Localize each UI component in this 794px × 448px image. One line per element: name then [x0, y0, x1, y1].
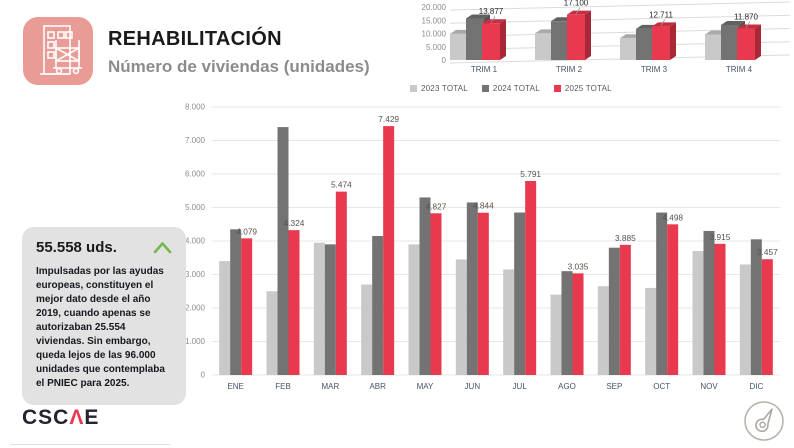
svg-text:SEP: SEP — [606, 382, 622, 391]
summary-body: Impulsadas por las ayudas europeas, cons… — [36, 266, 165, 389]
svg-text:12.711: 12.711 — [649, 10, 673, 19]
page-title: REHABILITACIÓN — [108, 28, 282, 50]
svg-text:ABR: ABR — [369, 382, 386, 391]
svg-text:ENE: ENE — [227, 382, 243, 391]
svg-text:3.915: 3.915 — [710, 232, 731, 242]
legend-label: 2024 TOTAL — [492, 84, 540, 93]
svg-text:4.498: 4.498 — [662, 212, 683, 222]
svg-text:JUL: JUL — [513, 382, 528, 391]
legend-label: 2023 TOTAL — [421, 84, 468, 93]
svg-text:4.844: 4.844 — [473, 201, 494, 211]
legend-item: 2024 TOTAL — [481, 84, 540, 93]
svg-text:7.429: 7.429 — [378, 114, 399, 124]
svg-text:15.000: 15.000 — [422, 16, 447, 25]
svg-text:4.324: 4.324 — [284, 218, 305, 228]
svg-text:20.000: 20.000 — [422, 3, 447, 12]
svg-text:0: 0 — [442, 56, 447, 65]
svg-text:MAR: MAR — [321, 382, 339, 391]
compass-icon — [744, 401, 784, 441]
svg-text:3.035: 3.035 — [568, 261, 589, 271]
svg-text:4.000: 4.000 — [185, 237, 206, 246]
legend-item: 2023 TOTAL — [410, 84, 468, 93]
svg-text:3.885: 3.885 — [615, 233, 636, 243]
svg-text:5.474: 5.474 — [331, 180, 352, 190]
legend-label: 2025 TOTAL — [564, 84, 612, 93]
svg-text:6.000: 6.000 — [185, 170, 206, 179]
svg-text:10.000: 10.000 — [422, 30, 447, 39]
svg-text:4.827: 4.827 — [426, 201, 447, 211]
up-chevron-icon — [153, 242, 172, 254]
logo-accent: Λ — [69, 406, 85, 429]
legend-item: 2025 TOTAL — [553, 84, 612, 93]
svg-text:11.870: 11.870 — [734, 13, 758, 22]
svg-text:MAY: MAY — [417, 382, 434, 391]
svg-text:1.000: 1.000 — [185, 337, 206, 346]
legend-swatch — [481, 85, 489, 92]
quarterly-chart: 20.000 15.000 10.000 5.000 0 TRIM 1 13.877 TRIM… — [422, 0, 791, 74]
svg-text:FEB: FEB — [275, 382, 291, 391]
svg-text:TRIM 3: TRIM 3 — [641, 65, 668, 74]
chart-legend: 2023 TOTAL 2024 TOTAL 2025 TOTAL — [410, 84, 612, 93]
svg-text:0: 0 — [201, 371, 206, 380]
monthly-chart: 8.000 7.000 6.000 5.000 4.000 3.000 2.000 1.000… — [185, 103, 780, 391]
svg-text:3.457: 3.457 — [757, 247, 778, 257]
svg-text:3.000: 3.000 — [185, 270, 206, 279]
svg-text:5.000: 5.000 — [426, 43, 447, 52]
summary-card: 55.558 uds. Impulsadas por las ayudas eu… — [22, 227, 186, 405]
legend-swatch — [553, 85, 561, 92]
legend-swatch — [410, 85, 417, 92]
building-scaffold-icon — [23, 17, 93, 85]
page-subtitle: Número de viviendas (unidades) — [108, 57, 370, 76]
svg-text:AGO: AGO — [558, 382, 576, 391]
summary-headline: 55.558 uds. — [36, 239, 117, 256]
svg-text:7.000: 7.000 — [185, 136, 206, 145]
svg-text:DIC: DIC — [749, 382, 763, 391]
svg-text:5.791: 5.791 — [520, 169, 541, 179]
svg-text:4.079: 4.079 — [236, 226, 257, 236]
svg-text:8.000: 8.000 — [185, 103, 206, 112]
svg-text:NOV: NOV — [700, 382, 718, 391]
svg-text:17.100: 17.100 — [564, 0, 589, 8]
svg-text:TRIM 4: TRIM 4 — [726, 65, 753, 74]
svg-text:2.000: 2.000 — [185, 304, 206, 313]
svg-text:TRIM 1: TRIM 1 — [471, 65, 498, 74]
header-titles: REHABILITACIÓN Número de viviendas (unid… — [108, 28, 370, 77]
svg-text:5.000: 5.000 — [185, 203, 206, 212]
svg-text:OCT: OCT — [653, 382, 670, 391]
svg-text:JUN: JUN — [465, 382, 481, 391]
cscae-logo: CSCΛE — [22, 406, 99, 430]
logo-prefix: CSC — [22, 406, 70, 429]
svg-text:13.877: 13.877 — [479, 7, 504, 16]
footer-divider — [10, 444, 170, 445]
logo-suffix: E — [84, 406, 100, 429]
svg-text:TRIM 2: TRIM 2 — [556, 65, 583, 74]
